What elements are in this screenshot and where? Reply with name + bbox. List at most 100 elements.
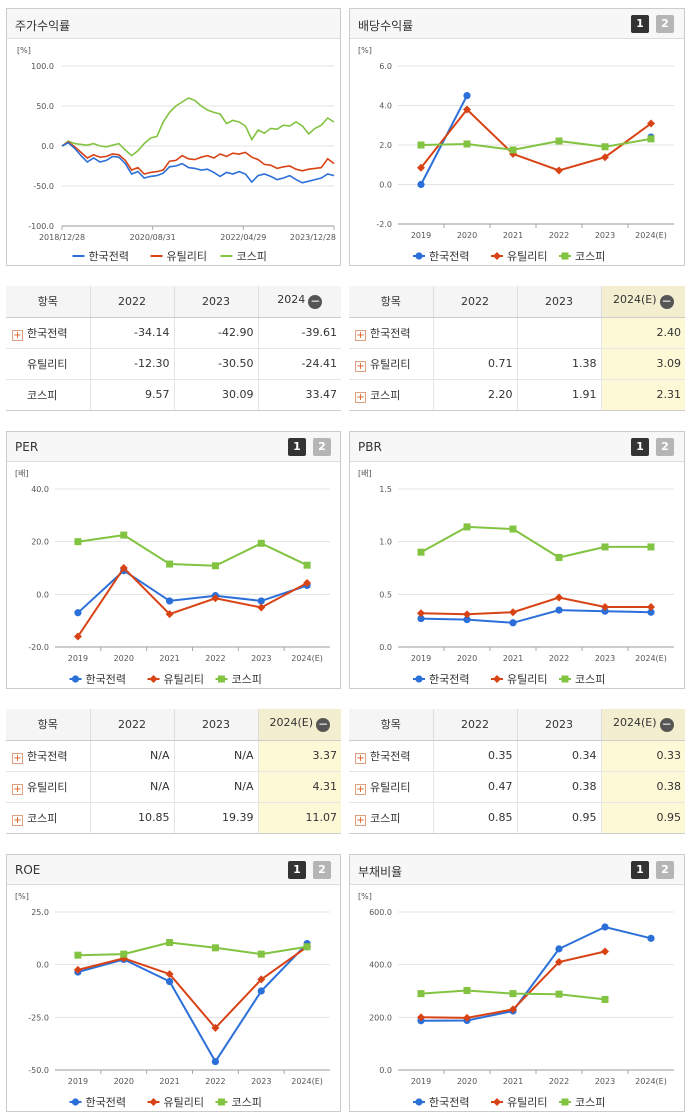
x-tick-label: 2022	[549, 231, 569, 240]
expand-icon[interactable]: +	[12, 783, 23, 795]
y-tick-label: 4.0	[379, 102, 392, 111]
kospi-series-line	[420, 137, 652, 151]
cell: 11.07	[257, 801, 341, 834]
row-label: + 한국전력	[349, 739, 433, 771]
cell: -12.30	[89, 347, 174, 379]
util-point	[303, 578, 312, 587]
util-point	[509, 1005, 517, 1014]
x-tick-label: 2020	[457, 1077, 477, 1086]
expand-icon[interactable]: +	[12, 329, 23, 341]
legend-kospi-point	[561, 1098, 569, 1106]
panel-title: 주가수익률	[15, 19, 71, 33]
kospi-point	[417, 548, 425, 556]
cell: 0.38	[516, 770, 601, 802]
kospi-series-line	[77, 534, 308, 567]
x-tick-label: 2019	[411, 231, 431, 240]
collapse-icon[interactable]: −	[316, 717, 331, 733]
price-return-panel: 주가수익률 [%] 100.0 50.0 0.0 -50.0 -100.0 2018/12/…	[6, 8, 341, 266]
util-point	[211, 594, 220, 603]
y-tick-label: 0.0	[379, 1066, 392, 1075]
view-1-button[interactable]: 1	[288, 438, 306, 456]
kospi-point	[555, 553, 563, 561]
x-tick-label: 2024(E)	[291, 1077, 323, 1086]
blank-icon	[12, 388, 23, 399]
collapse-icon[interactable]: −	[659, 717, 674, 733]
kospi-point	[555, 137, 563, 145]
kospi-point	[601, 995, 609, 1003]
legend-label-kospi: 코스피	[575, 250, 605, 263]
expand-icon[interactable]: +	[12, 814, 23, 826]
table-row: 코스피 9.57 30.09 33.47	[6, 378, 341, 411]
kepco-series-line	[61, 141, 335, 184]
col-header-2022: 2022	[89, 709, 174, 741]
cell: -42.90	[173, 316, 258, 348]
view-1-button[interactable]: 1	[631, 438, 649, 456]
expand-icon[interactable]: +	[355, 360, 366, 372]
per-table: 항목 2022 2023 2024(E) − + 한국전력 N/A N/A 3.37…	[6, 709, 341, 834]
panel-header: 부채비율 1 2	[350, 855, 684, 885]
y-tick-label: -25.0	[28, 1013, 49, 1022]
legend-label-kospi: 코스피	[232, 1096, 262, 1109]
kepco-point	[165, 977, 174, 986]
row-label: + 코스피	[349, 801, 433, 834]
expand-icon[interactable]: +	[355, 814, 366, 826]
legend-util-point	[493, 252, 501, 260]
kospi-point	[303, 561, 311, 569]
cell: 0.71	[432, 347, 517, 379]
expand-icon[interactable]: +	[355, 783, 366, 795]
x-tick-label: 2022	[549, 654, 569, 663]
x-tick-label: 2024(E)	[291, 654, 323, 663]
view-2-button[interactable]: 2	[313, 861, 331, 879]
view-1-button[interactable]: 1	[631, 861, 649, 879]
col-header-item: 항목	[6, 286, 90, 318]
x-tick-label: 2024(E)	[635, 1077, 667, 1086]
expand-icon[interactable]: +	[12, 752, 23, 764]
kospi-point	[74, 538, 82, 546]
util-point	[555, 958, 563, 967]
panel-title: PER	[15, 440, 39, 454]
util-point	[417, 609, 425, 618]
cell: 9.57	[89, 378, 174, 411]
cell: 10.85	[89, 801, 174, 834]
util-series-line	[77, 566, 308, 638]
kospi-series-line	[420, 525, 651, 559]
cell: 3.09	[600, 347, 685, 379]
view-1-button[interactable]: 1	[288, 861, 306, 879]
view-2-button[interactable]: 2	[656, 861, 674, 879]
legend-label-kepco: 한국전력	[86, 1096, 126, 1109]
util-point	[417, 1013, 425, 1022]
x-tick-label: 2019	[68, 654, 88, 663]
y-tick-label: -20.0	[28, 643, 49, 652]
view-1-button[interactable]: 1	[631, 15, 649, 33]
cell: 19.39	[173, 801, 258, 834]
x-tick-label: 2024(E)	[635, 231, 667, 240]
util-point	[257, 603, 266, 612]
y-tick-label: 0.0	[379, 643, 392, 652]
cell: 0.95	[600, 801, 685, 834]
row-label: + 코스피	[6, 801, 90, 834]
legend-util-point	[149, 1098, 158, 1106]
col-header-2023: 2023	[516, 709, 601, 741]
kospi-point	[417, 990, 425, 998]
util-point	[417, 163, 425, 172]
cell: N/A	[89, 770, 174, 802]
blank-icon	[12, 357, 23, 368]
view-2-button[interactable]: 2	[313, 438, 331, 456]
collapse-icon[interactable]: −	[659, 294, 674, 310]
y-tick-label: 50.0	[36, 102, 54, 111]
kospi-point	[257, 539, 265, 547]
cell: -34.14	[89, 316, 174, 348]
view-2-button[interactable]: 2	[656, 438, 674, 456]
view-2-button[interactable]: 2	[656, 15, 674, 33]
cell: -39.61	[257, 316, 341, 348]
expand-icon[interactable]: +	[355, 752, 366, 764]
expand-icon[interactable]: +	[355, 329, 366, 341]
y-tick-label: -50.0	[28, 1066, 49, 1075]
expand-icon[interactable]: +	[355, 391, 366, 403]
cell: 0.85	[432, 801, 517, 834]
table-row: + 한국전력 2.40	[349, 316, 685, 348]
panel-title: 배당수익률	[358, 19, 414, 33]
collapse-icon[interactable]: −	[308, 294, 323, 310]
cell: 30.09	[173, 378, 258, 411]
legend-kepco-point	[415, 252, 423, 260]
